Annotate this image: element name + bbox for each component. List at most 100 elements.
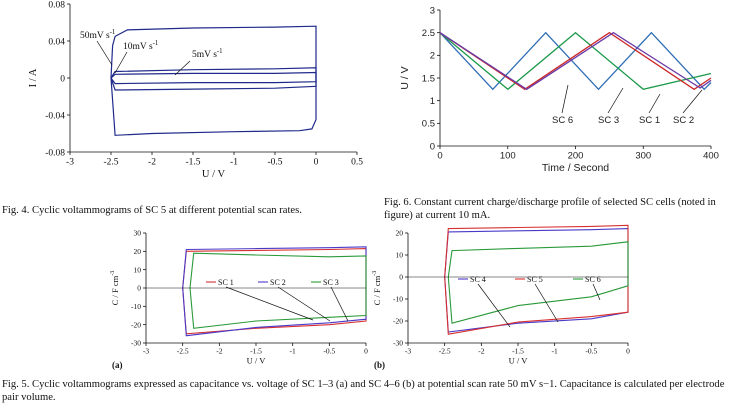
y-axis-label: C / F cm-3 (110, 271, 120, 306)
x-tick-label: 100 (500, 151, 516, 162)
legend-label-2: SC 6 (585, 275, 601, 284)
legend-arrow-0 (477, 283, 511, 328)
y-tick-label: 0.5 (422, 119, 435, 130)
y-axis-label: U / V (399, 66, 411, 89)
series-line-sc-6 (447, 241, 629, 324)
series-line-sc-6 (439, 31, 712, 91)
annotation-10mv: 10mV s-1 (123, 40, 158, 52)
x-tick-label: -0.5 (323, 347, 335, 356)
arrow-10mv (114, 51, 128, 74)
legend-label-0: SC 1 (218, 278, 234, 287)
y-tick-label: -0.04 (45, 111, 65, 121)
fig6-arrow-2 (648, 93, 661, 114)
fig6-label-2: SC 1 (639, 115, 660, 126)
x-tick-label: 300 (635, 151, 651, 162)
x-tick-label: 0 (364, 347, 368, 356)
y-tick-label: 1.5 (422, 73, 435, 84)
x-tick-label: -1.5 (512, 347, 524, 356)
series-line-sc-3 (439, 31, 712, 91)
y-axis-label: C / F cm-3 (372, 271, 382, 306)
x-tick-label: -1 (290, 347, 296, 356)
series-line-sc-3 (189, 252, 367, 329)
y-tick-label: 0 (430, 141, 435, 152)
series-line-sc-1 (439, 31, 712, 91)
fig4-caption: Fig. 4. Cyclic voltammograms of SC 5 at … (2, 205, 302, 216)
y-tick-label: 20 (134, 247, 142, 256)
legend-label-1: SC 5 (527, 275, 543, 284)
fig6-label-3: SC 2 (673, 115, 694, 126)
x-tick-label: -2.5 (439, 347, 451, 356)
panel-label: (a) (112, 360, 123, 370)
y-tick-label: 1 (430, 96, 435, 107)
fig5-caption: Fig. 5. Cyclic voltammograms expressed a… (2, 379, 725, 403)
x-tick-label: -2.5 (103, 158, 118, 168)
y-tick-label: 0 (137, 284, 141, 293)
annotation-50mv: 50mV s-1 (80, 29, 115, 41)
y-tick-label: -30 (393, 339, 403, 348)
y-tick-label: -20 (393, 317, 403, 326)
y-tick-label: 0.08 (48, 0, 65, 10)
fig6-caption: Fig. 6. Constant current charge/discharg… (384, 197, 716, 221)
x-tick-label: 0.5 (351, 158, 363, 168)
arrow-50mv (96, 40, 113, 66)
x-axis-label: U / V (509, 355, 529, 365)
fig4-chart: -3 -2.5 -2 -1.5 -1 -0.5 0 0.5 -0.08 -0.04 0 0.04 0.0… (28, 0, 363, 180)
fig6-chart: 0 100 200 300 400 0 0.5 1 1.5 2 2.5 3 Time / Second U… (399, 5, 719, 174)
y-tick-label: 0 (399, 273, 403, 282)
x-tick-label: -0.5 (585, 347, 597, 356)
y-tick-label: 10 (134, 265, 142, 274)
fig6-arrow-1 (607, 87, 624, 114)
legend-arrow-0 (225, 286, 314, 321)
y-tick-label: 0.04 (48, 37, 65, 47)
arrow-5mv (174, 60, 191, 76)
x-tick-label: -3 (143, 347, 149, 356)
y-axis-label: I / A (28, 68, 39, 87)
series-line-sc-1 (182, 248, 367, 335)
fig6-label-1: SC 3 (598, 115, 619, 126)
y-tick-label: -10 (131, 302, 141, 311)
x-tick-label: -3 (66, 158, 74, 168)
annotation-5mv: 5mV s-1 (192, 48, 223, 60)
x-tick-label: 0 (626, 347, 630, 356)
x-tick-label: -2 (216, 347, 222, 356)
fig6-arrow-0 (561, 84, 569, 114)
legend-arrow-1 (534, 283, 559, 323)
x-tick-label: 0 (437, 151, 442, 162)
y-tick-label: 3 (430, 5, 435, 16)
x-tick-label: 400 (703, 151, 719, 162)
x-tick-label: -3 (405, 347, 411, 356)
x-axis-label: U / V (247, 355, 267, 365)
legend-arrow-2 (592, 283, 601, 301)
fig5b-chart: -3 -2.5 -2 -1.5 -1 -0.5 0 -30 -20 -10 0 10 20 U / V C … (372, 224, 630, 370)
x-tick-label: -0.5 (267, 158, 282, 168)
y-tick-label: 0 (60, 74, 65, 84)
y-tick-label: 20 (396, 229, 404, 238)
x-axis-label: Time / Second (542, 162, 609, 174)
fig5a-chart: -3 -2.5 -2 -1.5 -1 -0.5 0 -30 -20 -10 0 10 20 30 U / V… (110, 229, 368, 370)
x-tick-label: -2 (478, 347, 484, 356)
x-tick-label: -1.5 (185, 158, 200, 168)
y-tick-label: 10 (396, 251, 404, 260)
y-tick-label: -20 (131, 320, 141, 329)
y-tick-label: -10 (393, 295, 403, 304)
legend-label-1: SC 2 (270, 278, 286, 287)
x-axis-label: U / V (202, 169, 226, 180)
x-tick-label: -1.5 (250, 347, 262, 356)
legend-arrow-2 (330, 286, 349, 322)
legend-label-0: SC 4 (470, 275, 486, 284)
y-tick-label: -30 (131, 339, 141, 348)
x-tick-label: -1 (552, 347, 558, 356)
fig6-label-0: SC 6 (552, 115, 573, 126)
x-tick-label: 0 (314, 158, 319, 168)
series-line-5mv-s-1 (110, 71, 317, 85)
series-line-sc-2 (439, 31, 712, 91)
y-tick-label: 2 (430, 51, 435, 62)
x-tick-label: -2.5 (177, 347, 189, 356)
legend-label-2: SC 3 (323, 278, 339, 287)
x-tick-label: -2 (148, 158, 156, 168)
panel-label: (b) (374, 360, 385, 370)
y-tick-label: 2.5 (422, 28, 435, 39)
x-tick-label: -1 (230, 158, 238, 168)
y-tick-label: -0.08 (45, 148, 65, 158)
series-line-10mv-s-1 (110, 67, 317, 91)
